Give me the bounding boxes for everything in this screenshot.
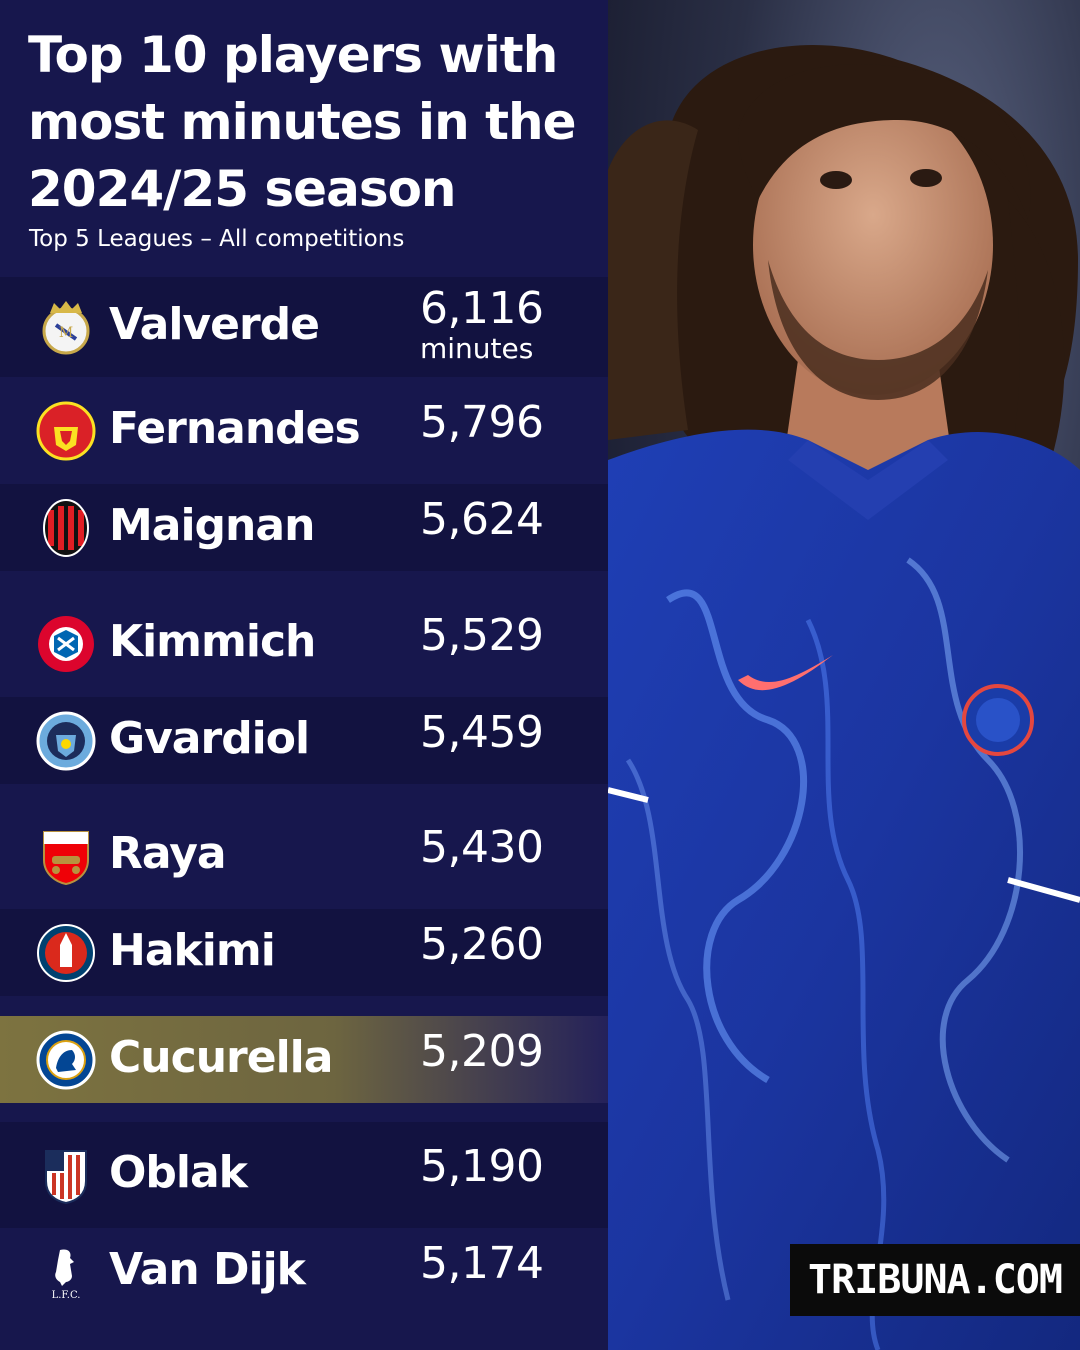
liverpool-crest-icon: L.F.C.	[52, 1248, 81, 1301]
arsenal-crest-icon	[43, 831, 89, 886]
minutes-value: 6,116	[420, 283, 544, 334]
ranking-row: M Valverde 6,116 minutes	[0, 277, 608, 377]
player-photo	[608, 0, 1080, 1350]
manchester-city-crest-icon	[36, 711, 96, 770]
minutes-value: 5,459	[420, 706, 544, 758]
page-title: Top 10 players with most minutes in the …	[28, 26, 576, 218]
minutes-value: 5,190	[420, 1141, 544, 1192]
ranking-row: Oblak 5,190	[0, 1122, 608, 1228]
svg-text:L.F.C.: L.F.C.	[52, 1290, 81, 1301]
ranking-row: Maignan 5,624	[0, 484, 608, 571]
player-name: Valverde	[109, 299, 320, 350]
player-name: Maignan	[109, 499, 315, 551]
ranking-row: Cucurella 5,209	[0, 1016, 608, 1103]
bayern-munich-crest-icon	[38, 616, 94, 672]
minutes-value: 5,624	[420, 493, 544, 545]
ranking-row: L.F.C. Van Dijk 5,174	[0, 1228, 608, 1315]
player-name: Van Dijk	[109, 1243, 306, 1295]
minutes-value: 5,529	[420, 610, 544, 661]
minutes-value: 5,796	[420, 397, 544, 448]
manchester-united-crest-icon	[36, 401, 96, 461]
minutes-value: 5,209	[420, 1025, 544, 1077]
ranking-table: M Valverde 6,116 minutes Fernandes 5,796 Maign…	[0, 277, 608, 1315]
player-name: Gvardiol	[109, 712, 310, 764]
player-name: Raya	[109, 828, 227, 879]
minutes-value: 5,174	[420, 1237, 544, 1289]
player-name: Fernandes	[109, 403, 361, 454]
player-name: Cucurella	[109, 1031, 333, 1083]
minutes-unit-label: minutes	[420, 332, 534, 365]
ac-milan-crest-icon	[43, 498, 89, 557]
left-panel: Top 10 players with most minutes in the …	[0, 26, 608, 1315]
real-madrid-crest-icon: M	[42, 301, 90, 355]
player-name: Kimmich	[109, 616, 316, 667]
page-subtitle: Top 5 Leagues – All competitions	[29, 226, 405, 252]
svg-text:M: M	[59, 325, 73, 341]
watermark: TRIBUNA.COM	[790, 1244, 1080, 1316]
minutes-value: 5,260	[420, 918, 544, 970]
atletico-madrid-crest-icon	[45, 1150, 87, 1205]
player-name: Oblak	[109, 1147, 248, 1198]
psg-crest-icon	[37, 923, 95, 982]
minutes-value: 5,430	[420, 822, 544, 873]
chelsea-player-photo	[608, 0, 1080, 1350]
ranking-row: Raya 5,430	[0, 803, 608, 909]
ranking-row: Gvardiol 5,459	[0, 697, 608, 784]
ranking-row: Kimmich 5,529	[0, 591, 608, 697]
chelsea-crest-icon	[36, 1030, 96, 1089]
ranking-row: Hakimi 5,260	[0, 909, 608, 996]
ranking-row: Fernandes 5,796	[0, 378, 608, 484]
player-name: Hakimi	[109, 924, 276, 976]
